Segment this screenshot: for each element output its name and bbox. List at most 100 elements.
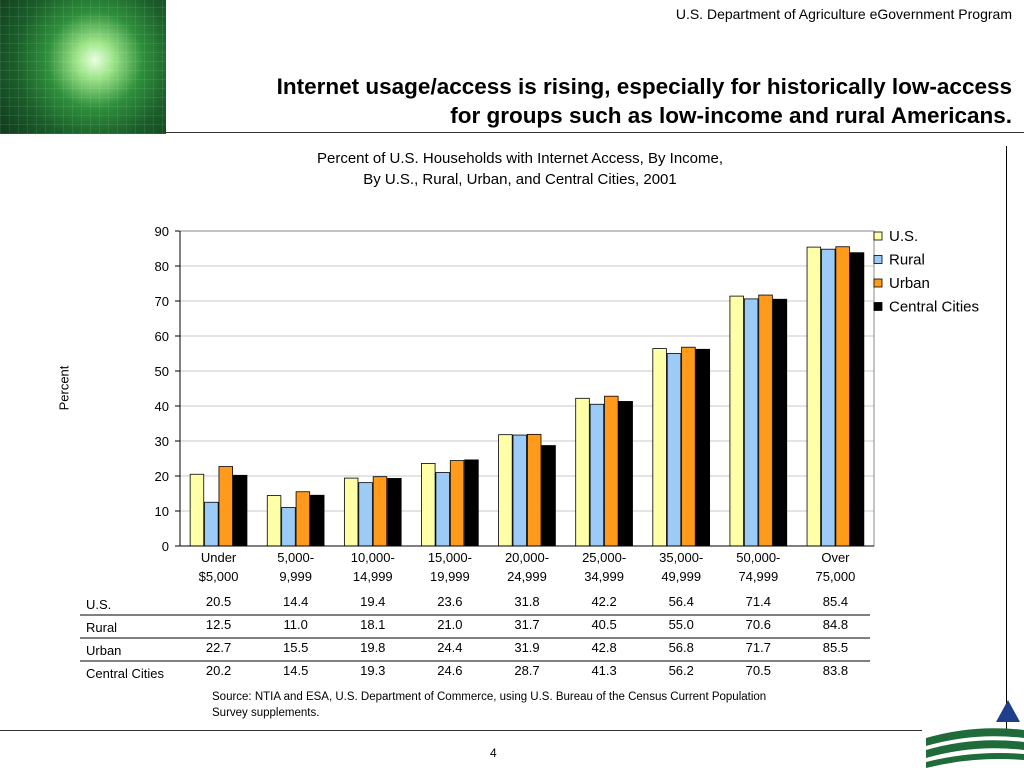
table-cell: 42.8	[591, 640, 616, 655]
x-tick-label: $5,000	[199, 569, 239, 584]
x-tick-label: 25,000-	[582, 550, 626, 565]
table-cell: 14.4	[283, 594, 308, 609]
bar-rural	[589, 403, 605, 547]
bar-central-cities	[310, 494, 325, 547]
table-cell: 20.2	[206, 663, 231, 678]
table-row-label: Rural	[86, 620, 117, 635]
bar-u-s-	[498, 434, 513, 547]
table-cell: 83.8	[823, 663, 848, 678]
bar-u-s-	[652, 348, 667, 547]
legend-label: U.S.	[889, 228, 918, 245]
x-tick-label: 34,999	[584, 569, 624, 584]
x-tick-label: 15,000-	[428, 550, 472, 565]
bar-u-s-	[266, 495, 282, 547]
bar-rural	[743, 298, 759, 547]
bar-u-s-	[421, 462, 436, 547]
x-tick-label: 19,999	[430, 569, 470, 584]
table-cell: 15.5	[283, 640, 308, 655]
bar-rural	[435, 472, 450, 547]
bar-urban	[527, 433, 542, 547]
table-cell: 24.6	[437, 663, 462, 678]
y-tick-label: 90	[155, 224, 169, 239]
bar-rural	[821, 248, 836, 547]
y-tick-label: 50	[155, 364, 169, 379]
chart-title: Percent of U.S. Households with Internet…	[200, 148, 840, 190]
y-tick-label: 40	[155, 399, 169, 414]
table-cell: 42.2	[591, 594, 616, 609]
bar-central-cities	[387, 478, 402, 547]
y-tick-label: 80	[155, 259, 169, 274]
axis-layer: 0 10 20 30 40 50 60 70 80 90 Under $5,000 5,000- 9,99…	[155, 224, 875, 584]
slide-title: Internet usage/access is rising, especia…	[152, 72, 1012, 130]
legend-swatch	[873, 231, 883, 241]
table-cell: 31.8	[514, 594, 539, 609]
bar-urban	[681, 346, 696, 547]
legend: U.S. Rural Urban Central Cities	[873, 228, 979, 316]
data-table: U.S. 20.5 14.4 19.4 23.6 31.8 42.2 56.4 71.4 85.4…	[80, 594, 870, 681]
bar-urban	[295, 491, 311, 547]
bars-layer	[189, 246, 865, 547]
table-cell: 56.2	[669, 663, 694, 678]
x-tick-label: Under	[201, 550, 237, 565]
globe-logo-image	[0, 0, 166, 134]
bar-urban	[218, 466, 233, 547]
x-tick-label: 75,000	[816, 569, 856, 584]
table-cell: 23.6	[437, 594, 462, 609]
x-tick-label: 35,000-	[659, 550, 703, 565]
table-cell: 56.4	[669, 594, 694, 609]
chart-title-line-1: Percent of U.S. Households with Internet…	[316, 150, 724, 167]
table-cell: 31.9	[514, 640, 539, 655]
usda-logo-image	[926, 700, 1024, 768]
bar-rural	[512, 434, 528, 547]
table-cell: 21.0	[437, 617, 462, 632]
table-row-label: Central Cities	[86, 666, 165, 681]
bar-central-cities	[232, 474, 248, 547]
bar-rural	[281, 507, 296, 547]
bar-rural	[204, 501, 219, 547]
y-tick-label: 20	[155, 469, 169, 484]
table-cell: 70.5	[746, 663, 771, 678]
bar-urban	[449, 460, 465, 547]
x-tick-label: 20,000-	[505, 550, 549, 565]
bar-central-cities	[618, 401, 633, 547]
bar-central-cities	[464, 459, 479, 547]
bar-u-s-	[806, 246, 822, 547]
x-tick-label: 50,000-	[736, 550, 780, 565]
legend-label: Rural	[889, 252, 925, 269]
table-cell: 84.8	[823, 617, 848, 632]
table-cell: 31.7	[514, 617, 539, 632]
legend-label: Urban	[889, 275, 930, 292]
bar-rural	[358, 482, 373, 547]
x-tick-label: 24,999	[507, 569, 547, 584]
bar-central-cities	[772, 298, 788, 547]
bar-u-s-	[343, 477, 359, 547]
legend-label: Central Cities	[889, 299, 979, 316]
legend-swatch	[873, 302, 883, 311]
table-cell: 22.7	[206, 640, 231, 655]
department-name: U.S. Department of Agriculture eGovernme…	[675, 6, 1012, 22]
bar-urban	[758, 294, 773, 547]
bar-central-cities	[849, 252, 865, 547]
source-line-1: Source: NTIA and ESA, U.S. Department of…	[212, 691, 767, 703]
table-cell: 41.3	[591, 663, 616, 678]
table-cell: 18.1	[360, 617, 385, 632]
y-tick-label: 30	[155, 434, 169, 449]
legend-swatch	[873, 255, 883, 264]
table-cell: 14.5	[283, 663, 308, 678]
footer-divider	[0, 730, 922, 731]
right-border-line	[1006, 146, 1007, 730]
x-tick-label: 9,999	[279, 569, 312, 584]
table-row-label: Urban	[86, 643, 121, 658]
source-note: Source: NTIA and ESA, U.S. Department of…	[212, 689, 872, 721]
table-cell: 70.6	[746, 617, 771, 632]
table-cell: 19.4	[360, 594, 385, 609]
bar-urban	[604, 395, 619, 547]
slide-title-line-2: for groups such as low-income and rural …	[450, 103, 1012, 128]
table-cell: 12.5	[206, 617, 231, 632]
x-tick-label: 49,999	[661, 569, 701, 584]
table-cell: 55.0	[669, 617, 694, 632]
y-tick-label: 10	[155, 504, 169, 519]
y-tick-label: 70	[155, 294, 169, 309]
table-cell: 71.7	[746, 640, 771, 655]
